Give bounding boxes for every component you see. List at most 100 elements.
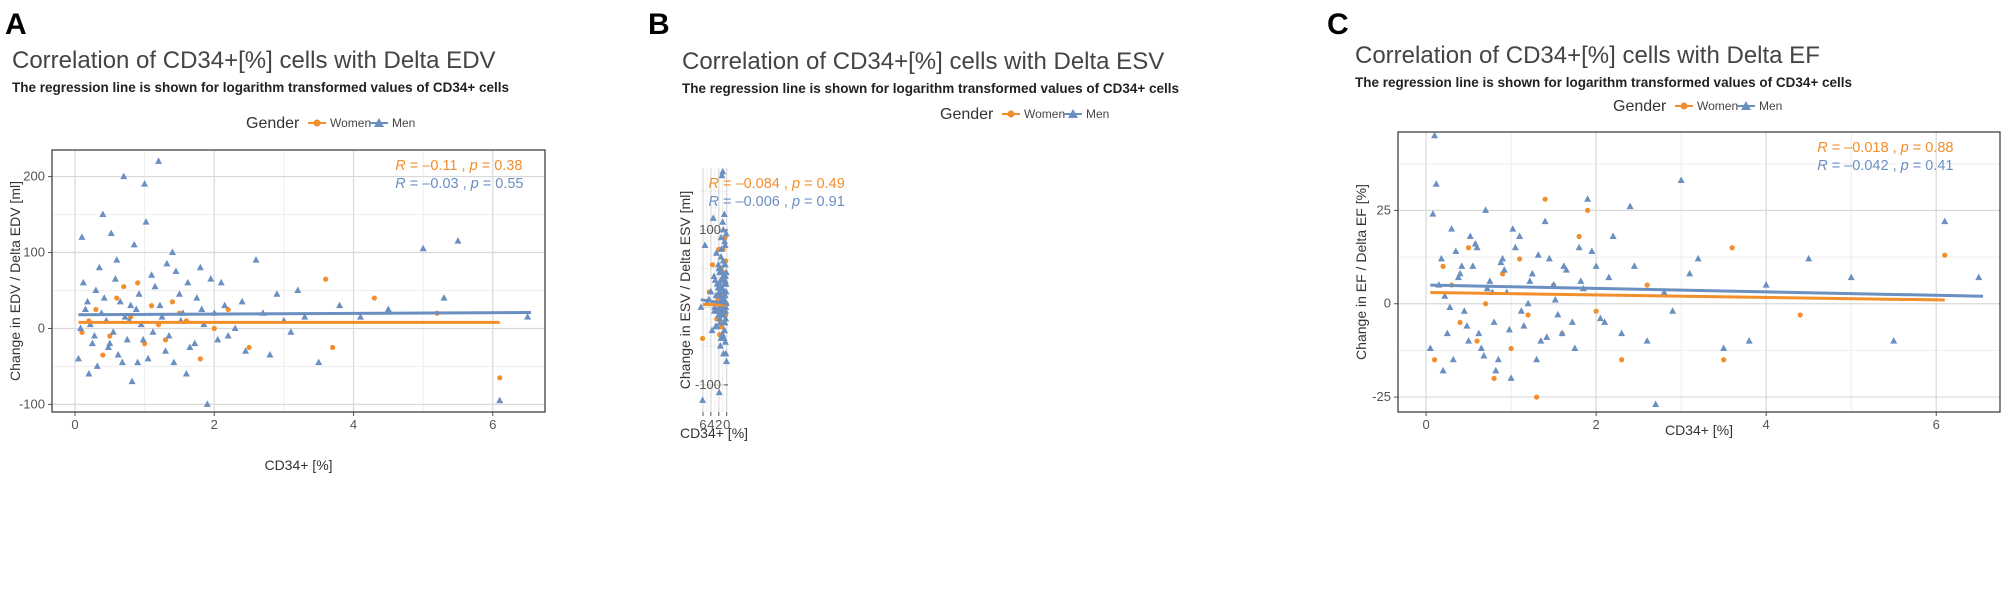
data-point-men [1592,262,1600,269]
x-tick-label: 6 [489,417,496,432]
data-point-men [722,303,730,310]
data-point-men [1562,266,1570,273]
data-point-women [371,295,377,301]
data-point-men [315,358,323,366]
data-point-women [709,262,716,268]
data-point-men [149,328,157,335]
chart-panel-a: A Correlation of CD34+[%] cells with Delt… [5,8,546,473]
data-point-men [107,229,115,237]
data-point-women [197,356,203,362]
x-tick-label: 0 [1422,417,1429,432]
stat-r-label: R [395,158,406,174]
data-point-men [1490,318,1498,325]
data-point-men [1543,333,1551,340]
y-tick-label: 25 [1377,202,1391,217]
chart-subtitle: The regression line is shown for logarit… [12,80,509,95]
plot-background [52,150,545,412]
plot-background [1398,132,2000,412]
data-point-men [1568,318,1576,325]
data-point-men [1669,307,1677,314]
legend-marker-women [313,119,321,127]
data-point-men [148,271,156,278]
stat-p-value: = 0.55 [479,176,524,192]
data-point-men [172,267,180,275]
series-men [697,167,730,403]
data-point-men [191,339,199,347]
stat-label-men: R = –0.042 , p = 0.41 [1817,158,1953,174]
data-point-men [1550,281,1558,288]
data-point-men [1469,262,1477,269]
data-point-men [1500,266,1508,273]
data-point-men [1890,337,1898,344]
data-point-women [93,306,99,313]
data-point-men [1473,243,1481,251]
x-tick-label: 6 [699,417,706,432]
data-point-men [1454,273,1462,281]
data-point-men [137,320,145,328]
data-point-men [158,313,166,320]
panel-letter: C [1327,8,1349,41]
data-point-men [524,313,532,320]
data-point-men [721,241,729,248]
data-point-men [128,377,136,385]
data-point-men [93,362,101,369]
regression-line-men [78,311,532,317]
data-point-men [104,343,112,350]
data-point-men [1975,273,1983,281]
data-point-men [722,229,730,237]
data-point-men [720,260,728,268]
data-point-men [1601,318,1609,325]
data-point-men [1584,195,1592,202]
stat-r-value: = –0.03 , [406,176,471,192]
data-point-men [721,237,729,245]
legend-label-women: Women [1697,99,1738,113]
stat-r-label: R [709,194,720,210]
stat-p-label: p [470,176,479,192]
y-tick-label: 0 [1384,296,1391,311]
y-tick-label: -100 [19,396,45,411]
data-point-men [92,286,100,293]
data-point-men [719,349,727,357]
data-point-men [200,320,208,328]
y-tick-label: -25 [1372,389,1391,404]
data-point-women [1721,357,1727,363]
data-point-men [1507,374,1515,381]
data-point-women [1491,375,1497,381]
data-point-men [78,233,86,240]
panel-letter: B [648,8,670,41]
x-tick-label: 6 [1933,417,1940,432]
y-axis-title: Change in EF / Delta EF [%] [1353,184,1369,360]
data-point-men [85,370,93,377]
data-point-men [175,290,183,297]
data-point-men [1477,344,1485,352]
data-point-women [121,284,127,290]
data-point-men [1482,206,1490,213]
data-point-men [165,332,173,339]
data-point-men [1443,329,1451,337]
data-point-men [287,328,295,335]
data-point-men [224,332,232,339]
data-point-men [717,291,725,299]
data-point-men [709,214,717,221]
data-point-men [721,291,729,299]
data-point-women [1431,357,1438,363]
data-point-women [1585,207,1591,213]
legend-item-men: Men [1737,99,1782,113]
data-point-men [1528,269,1536,277]
data-point-men [74,354,82,362]
data-point-men [116,297,124,305]
data-point-men [715,388,723,396]
data-point-men [273,290,281,297]
legend-label-men: Men [1086,107,1109,121]
x-tick-label: 4 [1763,417,1770,432]
data-point-men [716,318,724,326]
data-point-men [79,278,87,286]
data-point-men [170,358,178,366]
data-point-men [217,278,225,286]
stat-r-value: = –0.018 , [1828,140,1901,156]
data-point-men [722,357,730,365]
data-point-women [699,335,706,342]
x-tick-label: 4 [707,417,714,432]
data-point-men [1652,400,1660,408]
data-point-men [1483,284,1491,292]
